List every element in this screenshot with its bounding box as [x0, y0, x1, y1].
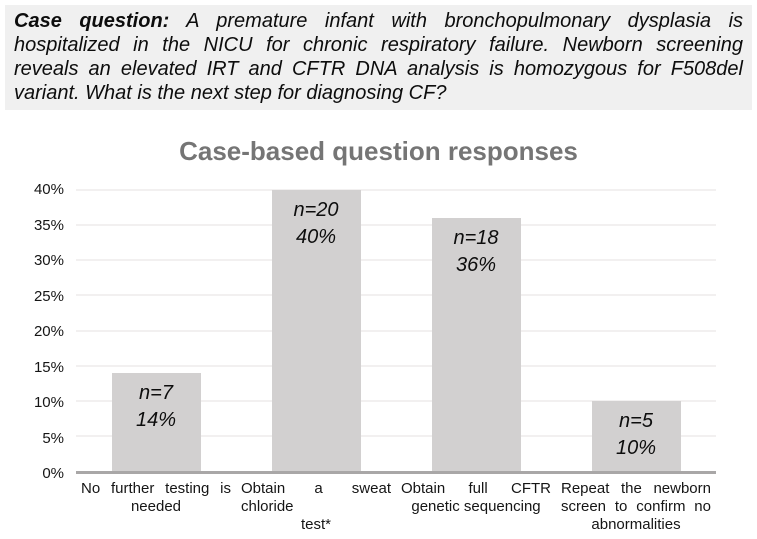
- question-line-1-text: A premature infant with bronchopulmonary…: [169, 10, 744, 32]
- chart-title: Case-based question responses: [179, 136, 578, 166]
- question-line-3: reveals an elevated IRT and CFTR DNA ana…: [14, 58, 743, 80]
- gridline: [76, 329, 716, 332]
- gridline: [76, 259, 716, 262]
- question-line-1: Case question: A premature infant with b…: [14, 9, 743, 33]
- gridline: [76, 294, 716, 297]
- x-axis-category-label-line: Obtain full CFTR: [401, 480, 551, 497]
- question-line-4: variant. What is the next step for diagn…: [14, 82, 447, 104]
- bar-series: n=7 14% n=20 40% n=18 36% n=5 10%: [76, 190, 716, 471]
- category-column: n=5 10%: [556, 190, 716, 471]
- x-axis-category-label-line: genetic sequencing: [411, 498, 541, 515]
- x-axis-category-label: No further testing is needed: [81, 480, 231, 534]
- x-axis-category-label-line: Obtain a sweat chloride: [241, 480, 391, 515]
- y-axis-tick-label: 5%: [42, 429, 64, 447]
- gridline: [76, 399, 716, 402]
- x-axis-category-label-line: Repeat the newborn: [561, 480, 711, 497]
- case-question-box: Case question: A premature infant with b…: [5, 5, 752, 110]
- bar-data-label: 14%: [135, 408, 177, 431]
- x-axis-category-label-line: screen to confirm no: [561, 498, 711, 515]
- page: Case question: A premature infant with b…: [0, 5, 757, 534]
- case-question-label: Case question:: [14, 10, 170, 32]
- y-axis-tick-label: 15%: [33, 358, 64, 376]
- y-axis-tick-label: 30%: [33, 252, 64, 269]
- bar: n=20 40%: [271, 190, 361, 471]
- gridline: [76, 224, 716, 227]
- bar: n=18 36%: [431, 218, 521, 471]
- bar-data-label: 36%: [455, 254, 497, 277]
- x-axis-category-label-line: No further testing is: [81, 480, 231, 497]
- x-axis-category-label-line: test*: [300, 516, 331, 533]
- x-label-column: No further testing is needed: [76, 480, 236, 534]
- gridline: [76, 434, 716, 437]
- question-line-2: hospitalized in the NICU for chronic res…: [14, 34, 743, 56]
- x-axis-category-label-line: needed: [130, 498, 182, 515]
- x-label-column: Obtain full CFTR genetic sequencing: [396, 480, 556, 534]
- y-axis: 0% 5% 10% 15% 20% 25% 30% 35% 40%: [0, 181, 76, 482]
- bar-data-label: n=20: [293, 199, 339, 221]
- category-column: n=20 40%: [236, 190, 396, 471]
- y-axis-tick-label: 40%: [33, 181, 64, 198]
- x-axis-category-label: Obtain a sweat chloride test*: [241, 480, 391, 534]
- category-column: n=18 36%: [396, 190, 556, 471]
- y-axis-tick-label: 10%: [33, 394, 64, 411]
- bar-data-label: 40%: [295, 226, 337, 248]
- gridline: [76, 364, 716, 367]
- bar: n=7 14%: [111, 372, 201, 471]
- bar-data-label: n=7: [139, 381, 173, 404]
- chart: 0% 5% 10% 15% 20% 25% 30% 35% 40% n=7 14% n=20 40% n…: [0, 181, 757, 482]
- x-axis-category-label-line: abnormalities: [591, 516, 681, 533]
- x-axis-category-label: Obtain full CFTR genetic sequencing: [401, 480, 551, 534]
- x-axis-category-label: Repeat the newborn screen to confirm no ab…: [561, 480, 711, 534]
- category-column: n=7 14%: [76, 190, 236, 471]
- y-axis-tick-label: 20%: [33, 323, 64, 340]
- gridline: [76, 189, 716, 191]
- bar-data-label: n=5: [619, 409, 653, 432]
- x-label-column: Obtain a sweat chloride test*: [236, 480, 396, 534]
- plot-area: n=7 14% n=20 40% n=18 36% n=5 10%: [76, 189, 716, 474]
- y-axis-tick-label: 35%: [33, 216, 64, 234]
- x-label-column: Repeat the newborn screen to confirm no ab…: [556, 480, 716, 534]
- bar-data-label: 10%: [615, 436, 657, 459]
- bar: n=5 10%: [591, 400, 681, 471]
- y-axis-tick-label: 0%: [42, 465, 64, 482]
- bar-data-label: n=18: [453, 227, 499, 250]
- y-axis-tick-label: 25%: [33, 287, 64, 305]
- x-axis-labels: No further testing is needed Obtain a swea…: [76, 480, 716, 534]
